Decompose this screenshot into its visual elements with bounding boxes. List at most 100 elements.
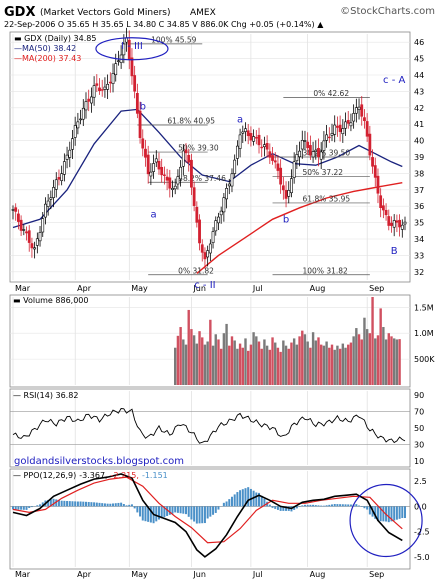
- ppo-legend-value: -3.367,: [79, 471, 107, 480]
- candle-body: [231, 174, 233, 186]
- volume-bar: [301, 331, 303, 385]
- candle-body: [223, 198, 225, 212]
- candle-body: [296, 154, 298, 160]
- candle-body: [58, 177, 60, 179]
- candle-body: [42, 219, 44, 232]
- candle-body: [277, 164, 279, 171]
- ppo-histogram-bar: [131, 504, 133, 506]
- candle-body: [225, 188, 227, 199]
- candle-body: [247, 131, 249, 136]
- volume-bar: [320, 345, 322, 385]
- candle-body: [185, 150, 187, 153]
- volume-bar: [398, 339, 400, 385]
- x-tick-label: Aug: [310, 284, 326, 293]
- candle-body: [288, 190, 290, 196]
- candle-body: [152, 163, 154, 171]
- fib-label: 50% 37.22: [303, 168, 344, 177]
- ppo-histogram-bar: [209, 506, 211, 516]
- candle-body: [317, 148, 319, 157]
- ppo-histogram-bar: [274, 506, 276, 509]
- candle-body: [115, 64, 117, 75]
- volume-bar: [339, 349, 341, 385]
- ppo-histogram-bar: [358, 506, 360, 507]
- candle-body: [307, 142, 309, 148]
- ppo-histogram-bar: [128, 505, 130, 507]
- x-tick-label: May: [131, 570, 148, 579]
- wave-label: c - A: [383, 75, 405, 86]
- ppo-histogram-bar: [17, 506, 19, 509]
- ppo-histogram-bar: [74, 501, 76, 506]
- volume-bar: [342, 344, 344, 385]
- ppo-histogram-bar: [15, 506, 17, 509]
- ppo-histogram-bar: [404, 506, 406, 518]
- candle-body: [263, 145, 265, 147]
- fib-label: 61.8% 40.95: [167, 117, 215, 126]
- volume-bar: [204, 345, 206, 385]
- candle-body: [258, 135, 260, 145]
- candle-body: [342, 129, 344, 134]
- ppo-histogram-bar: [201, 506, 203, 523]
- ppo-histogram-bar: [31, 506, 33, 507]
- ppo-histogram-bar: [123, 504, 125, 506]
- ppo-histogram-bar: [112, 503, 114, 506]
- price-tick-label: 44: [414, 71, 424, 80]
- candle-body: [71, 139, 73, 150]
- ppo-histogram-bar: [312, 505, 314, 507]
- volume-tick-label: 1.0M: [414, 329, 434, 338]
- volume-bar: [371, 297, 373, 385]
- volume-bar: [209, 320, 211, 385]
- ppo-histogram-bar: [328, 505, 330, 507]
- volume-bar: [225, 324, 227, 385]
- candle-body: [255, 137, 257, 138]
- volume-bar: [244, 338, 246, 385]
- candle-body: [261, 147, 263, 148]
- candle-body: [193, 188, 195, 206]
- ppo-histogram-bar: [188, 506, 190, 516]
- volume-bar: [296, 345, 298, 385]
- ppo-histogram-bar: [82, 502, 84, 507]
- candle-body: [36, 239, 38, 246]
- price-tick-label: 45: [414, 55, 424, 64]
- fib-label: 100% 45.59: [151, 35, 197, 44]
- candle-body: [363, 118, 365, 121]
- candle-body: [344, 122, 346, 128]
- ppo-legend-hist: -1.151: [142, 471, 168, 480]
- ppo-histogram-bar: [177, 506, 179, 512]
- volume-bar: [290, 343, 292, 385]
- volume-bar: [393, 338, 395, 385]
- candle-body: [204, 253, 206, 259]
- volume-bar: [261, 349, 263, 385]
- ppo-histogram-bar: [101, 503, 103, 506]
- candle-body: [301, 140, 303, 149]
- x-tick-label: Sep: [369, 284, 384, 293]
- price-tick-label: 35: [414, 219, 424, 228]
- candle-body: [293, 162, 295, 178]
- ppo-histogram-bar: [20, 506, 22, 509]
- candle-body: [298, 151, 300, 157]
- volume-bar: [215, 334, 217, 385]
- volume-bar: [279, 352, 281, 385]
- ppo-histogram-bar: [126, 505, 128, 506]
- ppo-histogram-bar: [366, 506, 368, 509]
- ppo-histogram-bar: [142, 506, 144, 520]
- candle-body: [28, 231, 30, 243]
- ppo-legend-signal: -2.215,: [111, 471, 139, 480]
- candle-body: [177, 177, 179, 184]
- candle-body: [282, 186, 284, 190]
- candle-body: [388, 216, 390, 225]
- x-tick-label: Apr: [77, 284, 92, 293]
- x-tick-label: Jul: [252, 570, 263, 579]
- wave-label: c - II: [194, 280, 215, 291]
- ppo-histogram-bar: [96, 503, 98, 507]
- candle-body: [98, 88, 100, 91]
- volume-tick-label: 1.5M: [414, 303, 434, 312]
- candle-body: [404, 222, 406, 224]
- ppo-histogram-bar: [39, 504, 41, 506]
- candle-body: [315, 150, 317, 151]
- volume-bar: [334, 350, 336, 385]
- volume-bar: [344, 348, 346, 385]
- candle-body: [336, 126, 338, 127]
- rsi-tick-label: 70: [414, 408, 424, 417]
- volume-bar: [242, 348, 244, 385]
- ppo-histogram-bar: [28, 506, 30, 508]
